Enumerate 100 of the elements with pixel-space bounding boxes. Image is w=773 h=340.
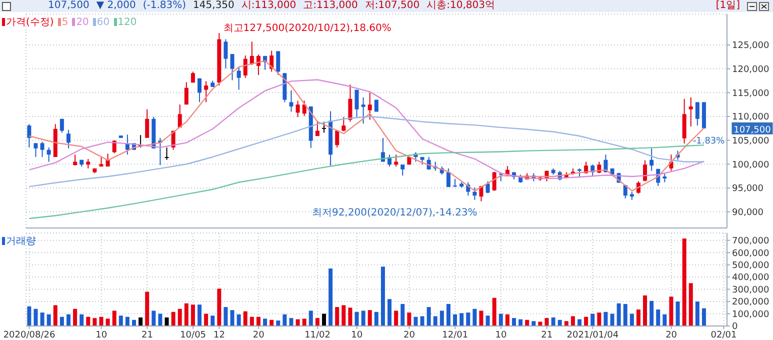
bar [132, 320, 136, 326]
candlestick [34, 142, 38, 158]
x-tick-label: 02/01 [710, 330, 737, 340]
text: 고:113,000 [303, 0, 358, 12]
bar [158, 314, 162, 326]
y-tick-label: 90,000 [732, 208, 764, 218]
x-tick-label: 10 [495, 330, 507, 340]
bar [138, 317, 143, 326]
bar [662, 314, 667, 326]
candlestick [315, 120, 320, 137]
candlestick [342, 116, 346, 132]
y-tick-label: 300,000 [732, 285, 770, 296]
bar [630, 314, 634, 326]
text: ▼ 2,000 [96, 0, 136, 12]
bar [623, 304, 628, 326]
candlestick [348, 84, 352, 122]
bar [388, 299, 392, 326]
annotation: 최고127,500(2020/10/12),18.60% [223, 23, 392, 34]
bar [60, 316, 64, 326]
bar [125, 316, 130, 326]
y-tick-label: 100,000 [732, 160, 770, 170]
candlestick [446, 168, 450, 188]
y-tick-label: 400,000 [732, 273, 770, 284]
annotation: -1.83% [692, 136, 726, 146]
bar [492, 298, 496, 326]
candlestick [623, 184, 628, 199]
bar [40, 312, 44, 326]
bar [558, 320, 562, 326]
bar [99, 316, 104, 326]
candlestick [688, 96, 693, 127]
candlestick [472, 186, 477, 200]
candlestick [276, 50, 280, 76]
x-tick-label: 10 [351, 330, 363, 340]
bar [414, 316, 418, 326]
bar [315, 318, 320, 326]
legend-label: 가격(수정) [5, 16, 54, 29]
y-tick-label: 110,000 [732, 112, 770, 123]
bar [564, 321, 568, 326]
x-tick-label: 10/05 [180, 330, 206, 340]
candlestick [322, 121, 326, 134]
x-tick-label: 12 [214, 330, 225, 340]
bar [604, 312, 608, 326]
bar [236, 314, 241, 326]
bar [446, 304, 450, 326]
bar [328, 268, 333, 326]
x-tick-label: 21 [541, 330, 553, 340]
bar [584, 316, 588, 326]
bar [407, 312, 412, 326]
x-tick-label: 21 [141, 330, 153, 340]
bar [610, 314, 614, 326]
candlestick [46, 146, 51, 162]
x-tick-label: 20 [252, 330, 265, 340]
bar [453, 314, 458, 326]
y-tick-label: 200,000 [732, 298, 770, 308]
bar [354, 312, 359, 326]
line-series [28, 144, 705, 220]
bar [34, 308, 38, 326]
bar [243, 311, 248, 326]
x-tick-label: 20 [666, 330, 678, 340]
candlestick [380, 137, 385, 162]
x-tick-label: 11/02 [304, 330, 331, 340]
bar [27, 306, 32, 326]
text: (-1.83%) [142, 0, 186, 12]
candlestick [204, 80, 208, 103]
candlestick [198, 78, 202, 103]
bar [400, 304, 405, 326]
candlestick [106, 153, 110, 168]
bar [460, 313, 464, 326]
candlestick [368, 92, 372, 120]
bar [348, 308, 352, 326]
bar [66, 314, 70, 326]
bar [112, 310, 116, 326]
candlestick [695, 102, 700, 126]
bar [86, 316, 90, 326]
bar [270, 320, 274, 326]
bar [498, 314, 503, 326]
bar [250, 316, 254, 326]
annotation: 최저92,200(2020/12/07),-14.23% [312, 207, 478, 218]
candlestick [178, 104, 182, 128]
bar [361, 310, 366, 326]
text: 시총:10,803억 [426, 0, 495, 12]
bar [650, 300, 654, 326]
candlestick [230, 54, 234, 81]
bar [335, 307, 340, 326]
bar [616, 303, 621, 326]
bar [145, 292, 150, 326]
text: 107,500 [48, 0, 90, 12]
bar [106, 318, 110, 326]
bar [276, 320, 280, 326]
x-tick-label: 2021/01/04 [566, 330, 619, 340]
bar [512, 318, 516, 326]
bar [420, 316, 424, 326]
x-tick-label: 12/01 [442, 330, 468, 340]
text: 107,500 [734, 125, 772, 136]
y-tick-label: 105,000 [732, 136, 770, 146]
bar [669, 296, 674, 326]
candlestick [184, 82, 188, 106]
candlestick [643, 160, 648, 182]
candlestick [289, 90, 294, 112]
y-tick-label: 95,000 [732, 184, 764, 194]
